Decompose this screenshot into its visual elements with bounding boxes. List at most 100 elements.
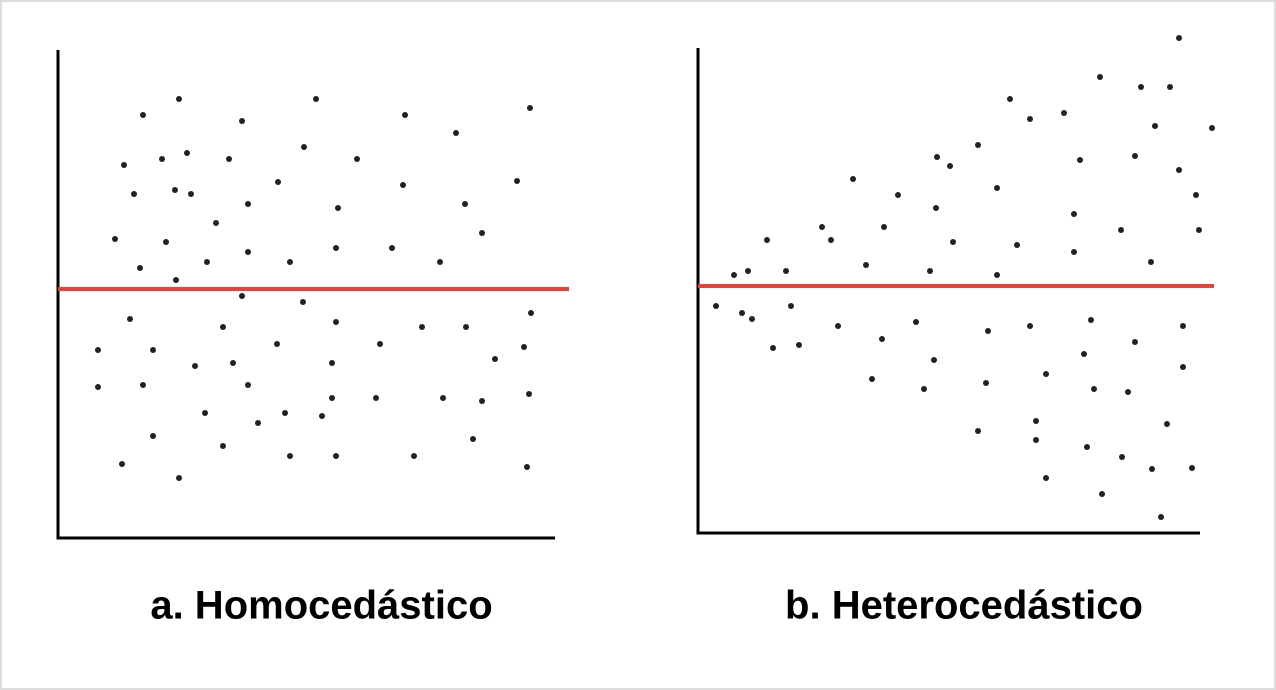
point [373,395,379,401]
point [1071,249,1077,255]
point [863,262,869,268]
point [521,344,527,350]
point [921,386,927,392]
point [112,236,118,242]
point [1209,125,1215,131]
point [1071,211,1077,217]
point [230,360,236,366]
point [188,191,194,197]
point [140,112,146,118]
point [739,310,745,316]
point [184,150,190,156]
point [828,237,834,243]
point [835,323,841,329]
point [1119,454,1125,460]
point [927,268,933,274]
point [934,154,940,160]
point [95,347,101,353]
point [1027,116,1033,122]
point [1077,157,1083,163]
point [204,259,210,265]
point [1014,242,1020,248]
point [282,410,288,416]
point [333,319,339,325]
point [1132,339,1138,345]
point [526,391,532,397]
point [245,201,251,207]
point [950,239,956,245]
point [931,357,937,363]
point [173,277,179,283]
point [1193,192,1199,198]
point [150,433,156,439]
point [150,347,156,353]
point [192,363,198,369]
point [1176,167,1182,173]
point [1088,317,1094,323]
point [1152,123,1158,129]
point [333,245,339,251]
point [1097,74,1103,80]
point [333,453,339,459]
point [239,293,245,299]
point [994,272,1000,278]
point [411,453,417,459]
point [287,453,293,459]
point [770,345,776,351]
point [749,316,755,322]
point [245,382,251,388]
point [1196,227,1202,233]
point [176,475,182,481]
point [524,464,530,470]
point [1125,389,1131,395]
point [301,144,307,150]
point [245,249,251,255]
point [95,384,101,390]
point [462,201,468,207]
point [492,356,498,362]
point [975,142,981,148]
point [354,156,360,162]
point [764,237,770,243]
point [402,112,408,118]
point [1007,96,1013,102]
point [119,461,125,467]
point [528,310,534,316]
point [319,413,325,419]
point [933,205,939,211]
point [226,156,232,162]
point [1061,110,1067,116]
point [1158,514,1164,520]
point [440,395,446,401]
point [983,380,989,386]
point [239,118,245,124]
point [879,336,885,342]
point [377,341,383,347]
point [137,265,143,271]
point [1180,323,1186,329]
point [1033,437,1039,443]
point [255,420,261,426]
point [389,245,395,251]
point [1043,475,1049,481]
point [527,105,533,111]
point [1091,386,1097,392]
point [895,192,901,198]
point [300,299,306,305]
point [140,382,146,388]
point [975,428,981,434]
point [121,162,127,168]
point [479,398,485,404]
point [1118,227,1124,233]
point [514,178,520,184]
point [220,324,226,330]
point [869,376,875,382]
point [329,395,335,401]
point [172,187,178,193]
point [127,316,133,322]
point [985,328,991,334]
point [1099,491,1105,497]
point [731,272,737,278]
chart-title: b. Heterocedástico [785,584,1143,628]
